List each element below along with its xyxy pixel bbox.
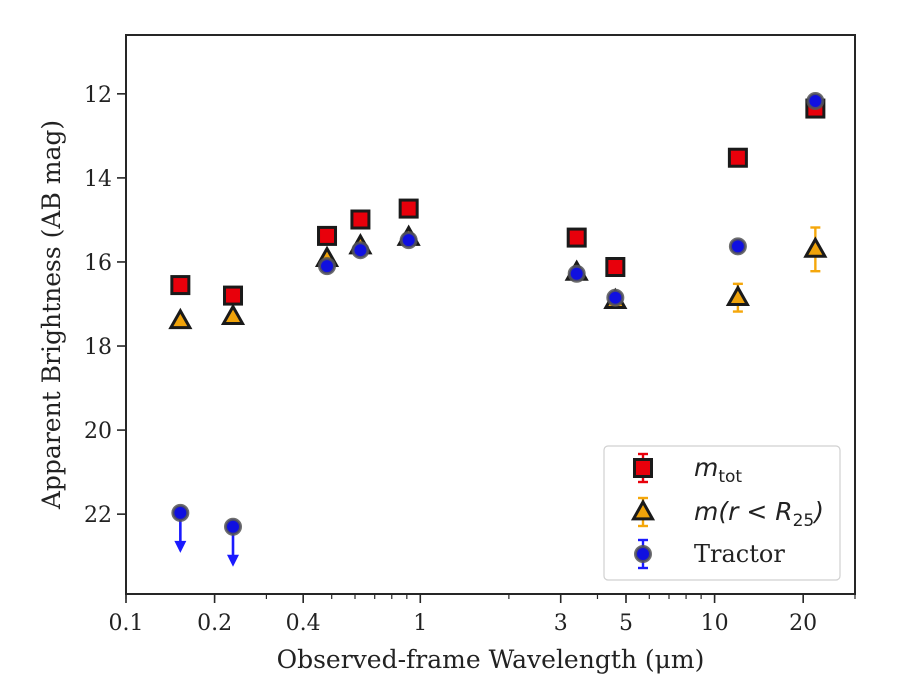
legend-label: m(r < R25) bbox=[694, 497, 824, 531]
legend-frame bbox=[603, 445, 841, 581]
series-circle bbox=[171, 91, 825, 567]
triangle-point bbox=[803, 236, 828, 258]
circle-point bbox=[224, 517, 243, 536]
square-point bbox=[727, 147, 748, 168]
x-tick-label: 1 bbox=[413, 611, 427, 636]
legend-square-marker bbox=[633, 458, 653, 478]
square-point bbox=[223, 285, 244, 306]
square-point bbox=[398, 198, 419, 219]
square-point bbox=[350, 209, 371, 230]
triangle-point bbox=[168, 307, 193, 330]
x-axis-ticks: 0.1 0.2 0.4 1 3 5 10 20 bbox=[109, 594, 856, 636]
legend-label: Tractor bbox=[694, 540, 785, 568]
y-tick-label: 22 bbox=[84, 503, 112, 528]
square-point bbox=[566, 227, 587, 248]
y-axis-label: Apparent Brightness (AB mag) bbox=[37, 120, 66, 510]
y-tick-label: 14 bbox=[84, 167, 112, 192]
plot-frame bbox=[125, 34, 856, 595]
legend-circle-marker bbox=[634, 545, 652, 563]
legend-label: mtot bbox=[694, 453, 742, 487]
x-tick-label: 10 bbox=[701, 611, 729, 636]
square-point bbox=[605, 257, 626, 278]
x-tick-label: 5 bbox=[619, 611, 633, 636]
triangle-point bbox=[220, 303, 246, 325]
triangle-point bbox=[725, 284, 750, 307]
x-tick-label: 20 bbox=[789, 611, 817, 636]
square-point bbox=[317, 225, 338, 246]
upper-limit-arrow-head bbox=[174, 540, 187, 553]
circle-point bbox=[806, 91, 825, 110]
y-axis-ticks: 12 14 16 18 20 22 bbox=[84, 83, 126, 528]
upper-limit-arrow-head bbox=[227, 554, 240, 567]
x-tick-label: 3 bbox=[554, 611, 568, 636]
circle-point bbox=[567, 264, 586, 283]
y-tick-label: 16 bbox=[84, 251, 112, 276]
legend: mtot m(r < R25) Tractor bbox=[603, 445, 841, 581]
y-tick-label: 12 bbox=[84, 83, 112, 108]
square-point bbox=[170, 275, 191, 296]
circle-point bbox=[171, 503, 190, 522]
circle-point bbox=[351, 241, 370, 260]
circle-point bbox=[318, 257, 337, 276]
y-tick-label: 18 bbox=[84, 335, 112, 360]
circle-point bbox=[399, 231, 418, 250]
y-tick-label: 20 bbox=[84, 419, 112, 444]
legend-triangle-marker bbox=[630, 498, 656, 521]
circle-point bbox=[606, 288, 625, 307]
data-marks bbox=[168, 91, 828, 567]
x-axis-label: Observed-frame Wavelength (μm) bbox=[277, 645, 705, 674]
x-tick-label: 0.1 bbox=[109, 611, 144, 636]
circle-point bbox=[728, 237, 747, 256]
x-tick-label: 0.2 bbox=[197, 611, 232, 636]
x-tick-label: 0.4 bbox=[286, 611, 321, 636]
